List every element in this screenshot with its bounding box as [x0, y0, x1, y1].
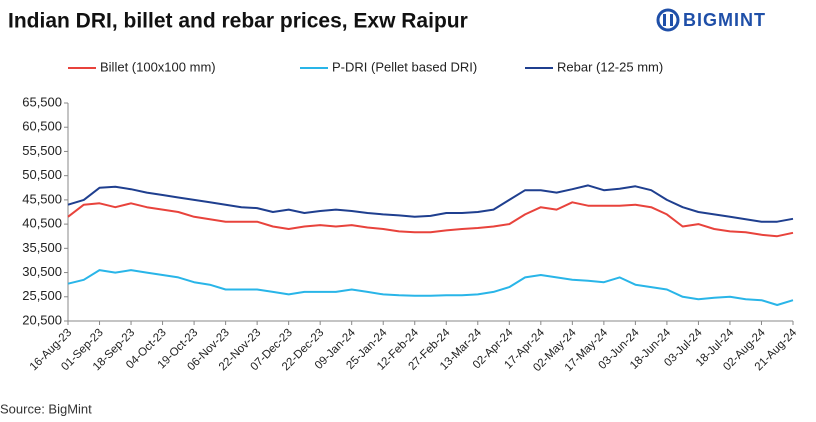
- logo-icon: [656, 8, 680, 32]
- series-line: [67, 201, 794, 238]
- y-tick-label: 35,500: [22, 240, 62, 255]
- chart-title: Indian DRI, billet and rebar prices, Exw…: [8, 10, 468, 33]
- y-tick-label: 25,500: [22, 288, 62, 303]
- logo-text: BIGMINT: [683, 10, 766, 30]
- legend-label: Billet (100x100 mm): [100, 59, 216, 74]
- y-tick-label: 40,500: [22, 216, 62, 231]
- legend: Billet (100x100 mm) P-DRI (Pellet based D…: [68, 59, 663, 74]
- y-tick-label: 45,500: [22, 191, 62, 206]
- y-tick-label: 65,500: [22, 94, 62, 109]
- series-line: [67, 184, 794, 223]
- legend-label: Rebar (12-25 mm): [557, 59, 663, 74]
- series-line: [67, 269, 794, 306]
- y-tick-label: 30,500: [22, 264, 62, 279]
- legend-label: P-DRI (Pellet based DRI): [332, 59, 477, 74]
- y-tick-label: 20,500: [22, 312, 62, 327]
- source: Source: BigMint: [0, 401, 92, 416]
- y-tick-label: 60,500: [22, 119, 62, 134]
- y-tick-label: 50,500: [22, 167, 62, 182]
- y-tick-label: 55,500: [22, 143, 62, 158]
